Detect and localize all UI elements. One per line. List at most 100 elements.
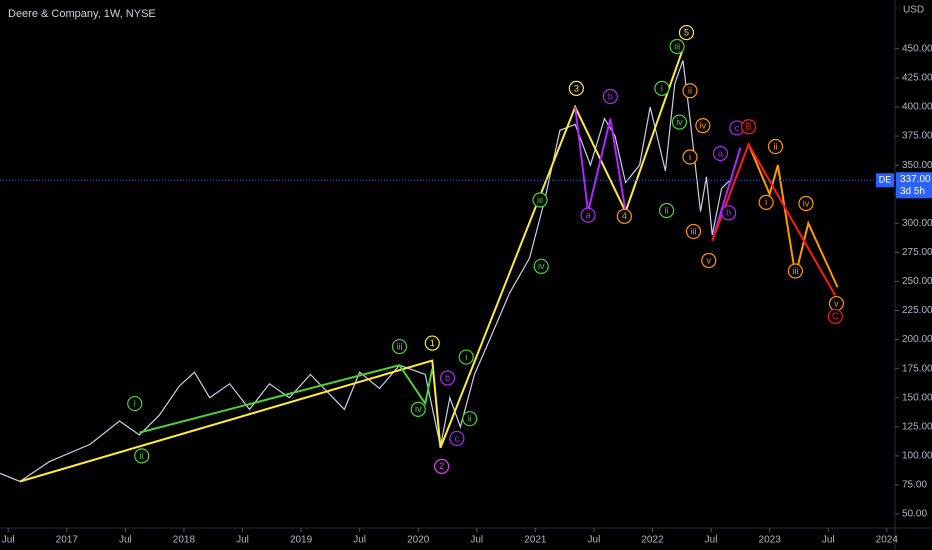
x-tick-label: Jul [353,535,366,546]
wave-label: 1 [430,338,435,348]
last-price-badge [896,172,932,199]
x-tick-label: Jul [822,535,835,546]
wave-label: iv [415,404,422,414]
x-tick-label: 2021 [524,535,547,546]
x-tick-label: 2019 [290,535,313,546]
x-tick-label: Jul [705,535,718,546]
wave-label-circle [568,80,584,96]
symbol-label: DE [879,175,892,185]
wave-label: iv [676,117,683,127]
wave-label-circle [767,138,784,155]
symbol-badge [876,173,894,188]
wave-label-circle [669,38,685,55]
wave-label-circle [532,192,548,208]
wave-label-circle [712,145,729,162]
wave-label: i [661,83,663,93]
wave-label-circle [682,83,698,99]
wave-label: i [765,197,767,207]
wave-label: C [832,311,839,321]
wave-label-circle [602,88,618,105]
y-tick-label: 250.00 [902,276,932,287]
wave-line [19,48,684,483]
wave-label-circle [616,208,632,224]
y-tick-label: 100.00 [902,451,932,462]
y-tick-label: 425.00 [902,73,932,84]
wave-label: a [718,148,723,158]
wave-label: c [735,123,740,133]
y-tick-label: 125.00 [902,421,932,432]
wave-label: iii [674,41,680,51]
wave-label-circle [740,119,757,135]
chart-title: Deere & Company, 1W, NYSE [8,8,156,20]
wave-label-circle [701,252,717,269]
x-tick-label: 2018 [173,535,196,546]
wave-label-circle [654,80,670,96]
wave-label-circle [434,458,450,474]
wave-label: 3 [574,83,579,93]
wave-label: 4 [622,211,627,221]
x-tick-label: 2017 [56,535,79,546]
wave-label-circle [658,202,675,219]
wave-label: b [445,373,450,383]
wave-label-circle [439,370,456,386]
x-tick-label: 2020 [407,535,430,546]
wave-label: a [586,210,591,220]
y-tick-label: 225.00 [902,305,932,316]
wave-label-circle [721,205,737,221]
wave-label: ii [140,451,144,461]
x-tick-label: Jul [119,535,132,546]
wave-line [711,147,742,242]
x-tick-label: 2023 [759,535,782,546]
y-tick-label: 350.00 [902,160,932,171]
wave-label: b [726,208,731,218]
wave-label: 5 [684,27,689,37]
wave-label-circle [798,195,814,212]
wave-label-circle [127,395,143,412]
wave-label-circle [462,411,478,427]
wave-label: iv [538,261,545,271]
wave-label: i [134,398,136,408]
wave-label-circle [787,263,804,279]
wave-label: iv [803,198,810,208]
wave-label: iv [700,120,707,130]
wave-label: c [455,433,460,443]
x-tick-label: 2022 [641,535,664,546]
x-tick-label: Jul [588,535,601,546]
wave-label: ii [688,86,692,96]
wave-label-circle [678,24,695,41]
y-tick-label: 50.00 [902,509,927,520]
wave-label: B [746,122,752,132]
wave-label: iii [792,266,798,276]
wave-label-circle [449,430,465,447]
wave-label-circle [671,114,688,130]
wave-line [574,106,627,212]
y-tick-label: 450.00 [902,43,932,54]
wave-label-circle [458,349,474,365]
wave-label: i [465,352,467,362]
wave-line [747,143,839,288]
wave-label: b [608,91,613,101]
x-tick-label: Jul [236,535,249,546]
y-tick-label: 275.00 [902,247,932,258]
wave-line [139,364,434,434]
wave-label-circle [695,118,711,134]
wave-label-circle [410,401,426,417]
wave-label-circle [758,194,774,210]
wave-label: iii [691,226,697,236]
wave-label-circle [424,335,440,351]
x-tick-label: 2024 [876,535,899,546]
wave-label: iii [537,195,543,205]
x-tick-label: Jul [2,535,15,546]
wave-label: 2 [439,461,444,471]
wave-label-circle [827,308,843,324]
wave-label: v [706,255,711,265]
wave-label: ii [774,141,778,151]
wave-label-circle [533,258,549,274]
wave-label: i [689,152,691,162]
last-price-label: 337.00 [900,174,931,185]
wave-label-circle [685,223,702,240]
wave-label-circle [580,207,596,223]
wave-label: iii [396,341,402,351]
